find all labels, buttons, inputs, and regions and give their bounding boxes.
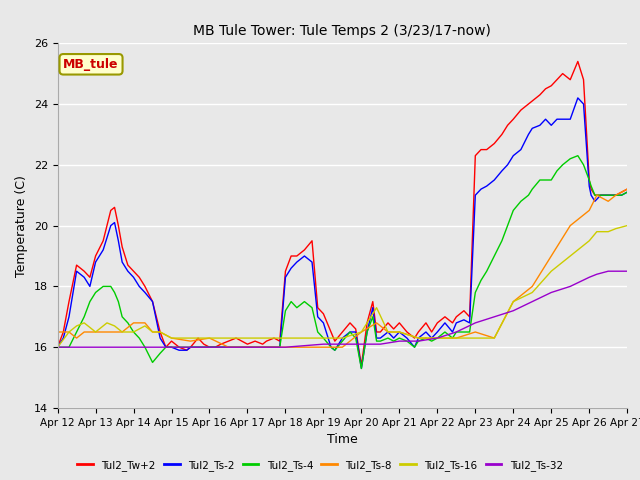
Y-axis label: Temperature (C): Temperature (C)	[15, 175, 28, 276]
Title: MB Tule Tower: Tule Temps 2 (3/23/17-now): MB Tule Tower: Tule Temps 2 (3/23/17-now…	[193, 24, 492, 38]
Legend: Tul2_Tw+2, Tul2_Ts-2, Tul2_Ts-4, Tul2_Ts-8, Tul2_Ts-16, Tul2_Ts-32: Tul2_Tw+2, Tul2_Ts-2, Tul2_Ts-4, Tul2_Ts…	[73, 456, 567, 475]
X-axis label: Time: Time	[327, 433, 358, 446]
Text: MB_tule: MB_tule	[63, 58, 119, 71]
